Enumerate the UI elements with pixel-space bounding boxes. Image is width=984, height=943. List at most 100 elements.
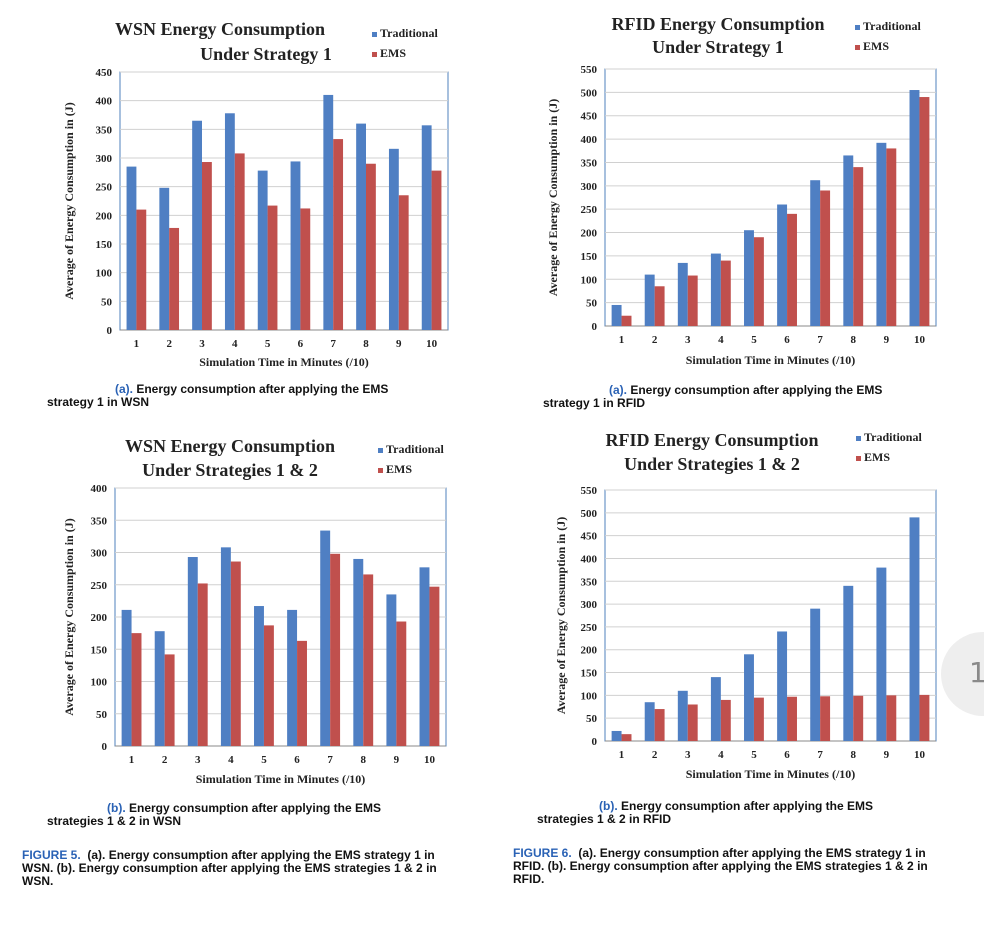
x-axis-label: Simulation Time in Minutes (/10): [686, 353, 856, 367]
bar-ems: [820, 696, 831, 741]
bar-traditional: [356, 123, 366, 330]
x-tick-label: 1: [619, 749, 625, 761]
bar-traditional: [777, 631, 788, 741]
x-tick-label: 3: [685, 749, 691, 761]
x-tick-label: 5: [261, 754, 267, 766]
bar-ems: [886, 148, 897, 326]
caption-text-line2: strategies 1 & 2 in WSN: [47, 814, 182, 828]
x-tick-label: 10: [914, 334, 926, 346]
y-tick-label: 550: [581, 64, 598, 76]
y-tick-label: 0: [592, 321, 598, 333]
legend-swatch: [378, 448, 383, 453]
figure-6-line1: (a). Energy consumption after applying t…: [571, 846, 926, 860]
chart-title: RFID Energy Consumption: [611, 14, 824, 34]
figure-6-label: FIGURE 6.: [513, 846, 572, 860]
legend-swatch: [378, 468, 383, 473]
chart-svg: 0 50 100 150 200 250 300 350 400 450 1 2 3 4 5 6 7 8 9 10 WS…: [62, 19, 449, 369]
x-tick-label: 4: [232, 338, 238, 350]
bar-ems: [720, 699, 731, 741]
x-axis-label: Simulation Time in Minutes (/10): [199, 355, 369, 369]
y-axis-label: Average of Energy Consumption in (J): [546, 99, 560, 296]
chart-svg: 0 50 100 150 200 250 300 350 400 1 2 3 4 5 6 7 8 9 10 WSN E…: [62, 436, 447, 786]
y-tick-label: 400: [581, 553, 598, 565]
caption-a-wsn: (a). Energy consumption after applying t…: [47, 383, 447, 409]
y-tick-label: 100: [581, 690, 598, 702]
legend-label: EMS: [386, 462, 412, 476]
x-tick-label: 1: [619, 334, 625, 346]
bar-traditional: [611, 730, 622, 741]
y-tick-label: 350: [91, 515, 108, 527]
x-axis-label: Simulation Time in Minutes (/10): [686, 767, 856, 781]
figure-6-caption: FIGURE 6. (a). Energy consumption after …: [513, 847, 973, 886]
bar-traditional: [159, 187, 170, 330]
bar-traditional: [353, 558, 364, 746]
chart-title-line2: Under Strategy 1: [652, 37, 784, 57]
x-tick-label: 10: [914, 749, 926, 761]
bar-ems: [300, 208, 311, 330]
bar-traditional: [254, 606, 264, 746]
bar-ems: [333, 139, 344, 330]
bar-traditional: [154, 631, 165, 746]
x-tick-label: 3: [195, 754, 201, 766]
bar-ems: [363, 574, 374, 746]
y-tick-label: 400: [91, 483, 108, 495]
y-tick-label: 150: [91, 644, 108, 656]
bar-traditional: [644, 702, 655, 741]
y-tick-label: 450: [581, 531, 598, 543]
bar-traditional: [192, 120, 202, 330]
bar-ems: [366, 163, 376, 330]
x-tick-label: 1: [129, 754, 135, 766]
y-tick-label: 50: [96, 709, 108, 721]
y-tick-label: 200: [96, 210, 113, 222]
bar-ems: [330, 553, 341, 746]
bar-traditional: [290, 161, 301, 330]
x-tick-label: 4: [718, 334, 724, 346]
y-tick-label: 450: [581, 111, 598, 123]
bar-ems: [621, 315, 632, 326]
x-tick-label: 3: [685, 334, 691, 346]
chart-title-line2: Under Strategies 1 & 2: [624, 454, 800, 474]
bar-traditional: [677, 262, 688, 326]
bar-traditional: [909, 90, 920, 326]
bar-traditional: [224, 113, 235, 330]
x-tick-label: 9: [396, 338, 402, 350]
x-tick-label: 2: [652, 749, 658, 761]
bar-ems: [919, 97, 930, 326]
y-tick-label: 150: [581, 251, 598, 263]
caption-b-wsn: (b). Energy consumption after applying t…: [47, 802, 467, 828]
y-tick-label: 0: [102, 741, 108, 753]
x-tick-label: 6: [784, 749, 790, 761]
bar-traditional: [744, 654, 754, 741]
figure-5-line2: WSN. (b). Energy consumption after apply…: [22, 861, 437, 875]
chart-title: WSN Energy Consumption: [115, 19, 325, 39]
bar-traditional: [220, 547, 231, 746]
legend-label: Traditional: [864, 430, 922, 444]
figure-6-line3: RFID.: [513, 872, 545, 886]
figure-5-line3: WSN.: [22, 874, 54, 888]
caption-label: (b).: [107, 801, 126, 815]
caption-text-line2: strategy 1 in WSN: [47, 395, 150, 409]
x-tick-label: 2: [652, 334, 658, 346]
x-tick-label: 7: [817, 749, 823, 761]
x-tick-label: 4: [718, 749, 724, 761]
chart-title: WSN Energy Consumption: [125, 436, 335, 456]
bar-ems: [853, 167, 864, 326]
x-tick-label: 3: [199, 338, 205, 350]
x-tick-label: 7: [817, 334, 823, 346]
bar-ems: [720, 260, 731, 326]
y-tick-label: 50: [586, 298, 598, 310]
caption-text-line2: strategies 1 & 2 in RFID: [537, 812, 672, 826]
bar-traditional: [187, 557, 198, 746]
legend-swatch: [372, 52, 377, 57]
bar-ems: [136, 209, 147, 330]
bar-traditional: [876, 142, 887, 326]
y-tick-label: 300: [96, 153, 113, 165]
bar-traditional: [320, 530, 331, 746]
y-tick-label: 150: [96, 239, 113, 251]
bar-traditional: [386, 594, 397, 746]
bar-traditional: [644, 274, 655, 326]
bar-ems: [263, 625, 274, 746]
caption-b-rfid: (b). Energy consumption after applying t…: [537, 800, 957, 826]
y-tick-label: 550: [581, 485, 598, 497]
x-tick-label: 8: [363, 338, 369, 350]
